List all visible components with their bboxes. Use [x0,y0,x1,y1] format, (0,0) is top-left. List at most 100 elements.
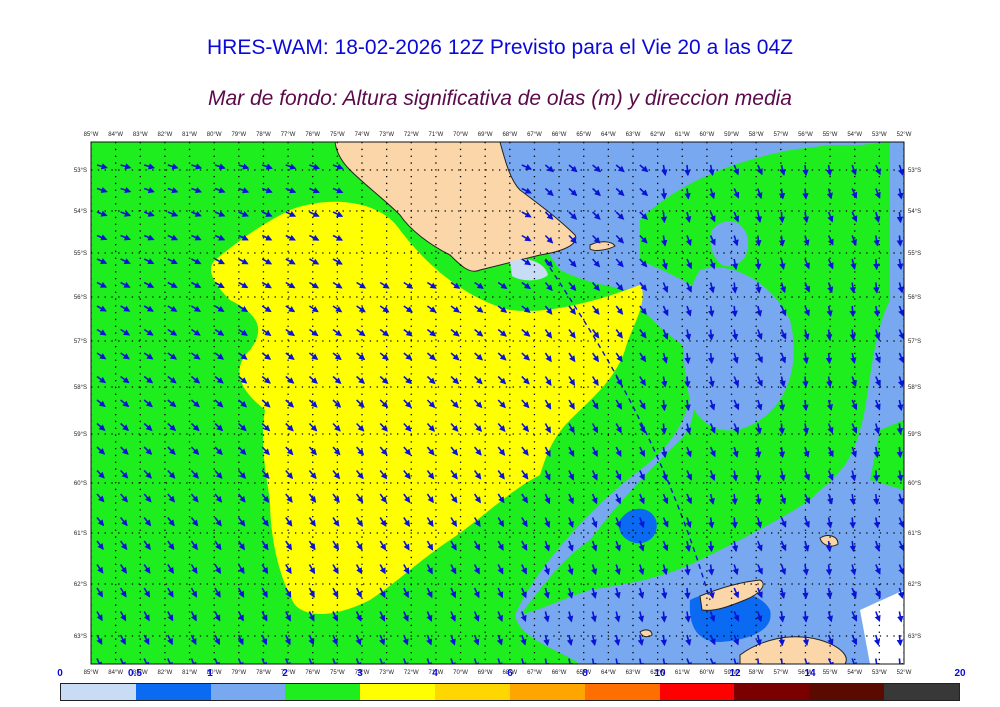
direction-arrow [568,470,574,481]
direction-arrow [332,234,344,241]
direction-arrow [238,328,248,336]
legend-swatch [809,684,885,700]
direction-arrow [143,587,151,598]
direction-arrow [143,305,154,312]
direction-arrow [190,611,197,622]
direction-arrow [191,281,202,289]
direction-arrow [639,352,647,363]
direction-arrow [332,517,340,527]
direction-arrow [779,258,786,271]
direction-arrow [639,423,646,434]
direction-arrow [661,376,668,388]
direction-arrow [898,352,904,364]
direction-arrow [756,611,763,623]
direction-arrow [873,282,880,294]
direction-arrow [873,446,880,459]
longitude-label: 83°W [133,132,148,138]
direction-arrow [331,658,338,664]
longitude-label: 81°W [182,132,197,138]
direction-arrow [591,423,599,434]
direction-arrow [96,352,107,360]
direction-arrow [96,186,108,194]
longitude-label: 56°W [798,670,813,676]
direction-arrow [119,611,127,622]
direction-arrow [285,493,293,503]
legend-swatch [584,684,660,700]
direction-arrow [709,399,716,411]
direction-arrow [214,611,221,622]
direction-arrow [167,399,177,408]
direction-arrow [190,352,201,360]
direction-arrow [378,658,385,664]
direction-arrow [615,446,622,458]
direction-arrow [355,469,364,480]
direction-arrow [803,258,810,270]
direction-arrow [332,469,341,480]
direction-arrow [473,564,480,575]
direction-arrow [143,469,152,479]
direction-arrow [802,376,809,388]
direction-arrow [355,493,364,504]
direction-arrow [96,422,106,431]
direction-arrow [120,258,131,264]
direction-arrow [521,446,529,456]
direction-arrow [190,446,200,456]
direction-arrow [803,658,810,664]
direction-arrow [191,210,202,217]
direction-arrow [756,329,763,341]
direction-arrow [450,564,457,575]
direction-arrow [426,564,433,575]
direction-arrow [402,634,409,646]
legend-tick-label: 12 [729,668,741,679]
direction-arrow [849,329,856,341]
direction-arrow [214,517,222,527]
longitude-label: 63°W [626,670,641,676]
longitude-label: 55°W [823,132,838,138]
direction-arrow [449,611,456,622]
direction-arrow [684,352,691,365]
direction-arrow [803,540,810,552]
direction-arrow [167,163,179,170]
direction-arrow [662,305,669,317]
direction-arrow [827,423,834,434]
direction-arrow [332,305,343,313]
direction-arrow [590,611,597,623]
direction-arrow [143,658,150,664]
direction-arrow [591,564,598,576]
direction-arrow [120,234,131,241]
direction-arrow [332,540,340,551]
direction-arrow [826,305,833,318]
direction-arrow [521,234,532,242]
direction-arrow [708,587,715,600]
legend-swatch [884,684,959,700]
direction-arrow [709,423,716,434]
direction-arrow [686,493,692,505]
direction-arrow [167,258,178,265]
direction-arrow [403,352,413,361]
direction-arrow [591,281,600,292]
longitude-label: 63°W [626,132,641,138]
direction-arrow [261,281,272,289]
direction-arrow [261,634,268,646]
direction-arrow [497,493,505,504]
longitude-label: 71°W [429,670,444,676]
direction-arrow [521,422,530,433]
direction-arrow [874,188,881,199]
longitude-label: 85°W [84,670,99,676]
direction-arrow [733,423,740,434]
direction-arrow [190,375,201,384]
direction-arrow [237,540,245,551]
direction-arrow [544,352,552,363]
direction-arrow [238,258,249,265]
direction-arrow [143,517,152,527]
direction-arrow [96,493,105,503]
direction-arrow [450,422,459,432]
direction-arrow [708,282,715,294]
direction-arrow [709,188,716,200]
direction-arrow [778,634,786,647]
blue-swell-patch-1 [618,508,657,544]
direction-arrow [190,493,199,503]
direction-arrow [638,517,645,529]
direction-arrow [568,187,578,197]
direction-arrow [214,493,223,503]
